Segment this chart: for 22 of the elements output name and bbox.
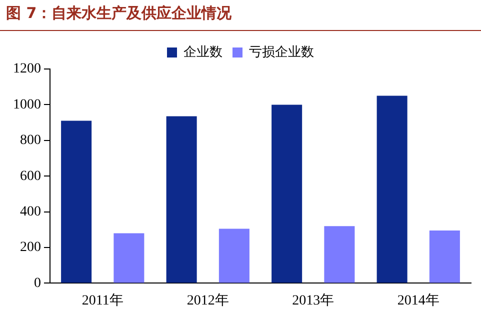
bar [324, 226, 355, 283]
legend-label: 亏损企业数 [249, 44, 314, 60]
bar [272, 104, 302, 283]
y-tick-label: 600 [20, 168, 41, 184]
y-tick-label: 0 [34, 276, 41, 291]
bar [218, 228, 250, 283]
bar [166, 116, 197, 283]
bar [376, 96, 408, 283]
y-tick-label: 400 [20, 204, 41, 220]
y-tick-label: 200 [20, 240, 41, 256]
x-tick-label: 2011年 [82, 292, 124, 308]
x-tick-label: 2014年 [397, 292, 440, 308]
bar [61, 120, 92, 283]
y-tick-label: 1200 [13, 62, 41, 77]
y-tick-label: 800 [20, 133, 41, 148]
legend-label: 企业数 [184, 44, 222, 60]
bar [429, 230, 460, 283]
x-tick-label: 2012年 [186, 292, 229, 308]
y-tick-label: 1000 [13, 97, 41, 112]
bar [114, 233, 144, 283]
x-tick-label: 2013年 [292, 292, 334, 308]
chart-title: 图 7：自来水生产及供应企业情况 [6, 4, 232, 23]
